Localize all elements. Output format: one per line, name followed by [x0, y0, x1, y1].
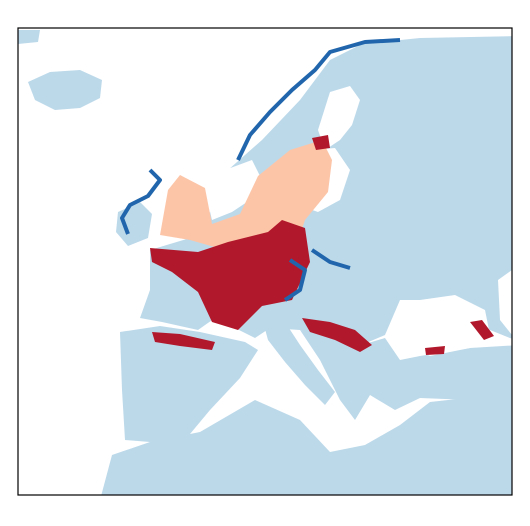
region-blue-norway: [236, 38, 401, 161]
map-frame: [17, 27, 513, 496]
land-greenland-edge: [18, 30, 40, 44]
land-italy: [262, 318, 335, 405]
region-blue-britain: [120, 168, 162, 235]
region-dark-red-spain: [152, 332, 215, 350]
map-layers: [18, 30, 512, 495]
land-iceland: [28, 70, 102, 110]
sea-caspian: [498, 270, 512, 335]
region-blue-east: [310, 248, 351, 270]
region-dark-red-balkans: [302, 318, 372, 352]
region-blue-alps: [283, 258, 307, 302]
land-africa: [101, 392, 512, 495]
region-dark-red-scandinavia: [312, 135, 330, 150]
sea-black: [395, 295, 490, 356]
region-dark-red-caucasus: [470, 320, 494, 340]
land-iberia: [120, 326, 258, 442]
region-dark-red: [150, 220, 310, 330]
sea-north: [205, 160, 262, 220]
land-balkans-turkey: [300, 330, 512, 420]
sea-bothnia: [318, 86, 360, 150]
region-dark-red-turkey: [425, 346, 445, 355]
